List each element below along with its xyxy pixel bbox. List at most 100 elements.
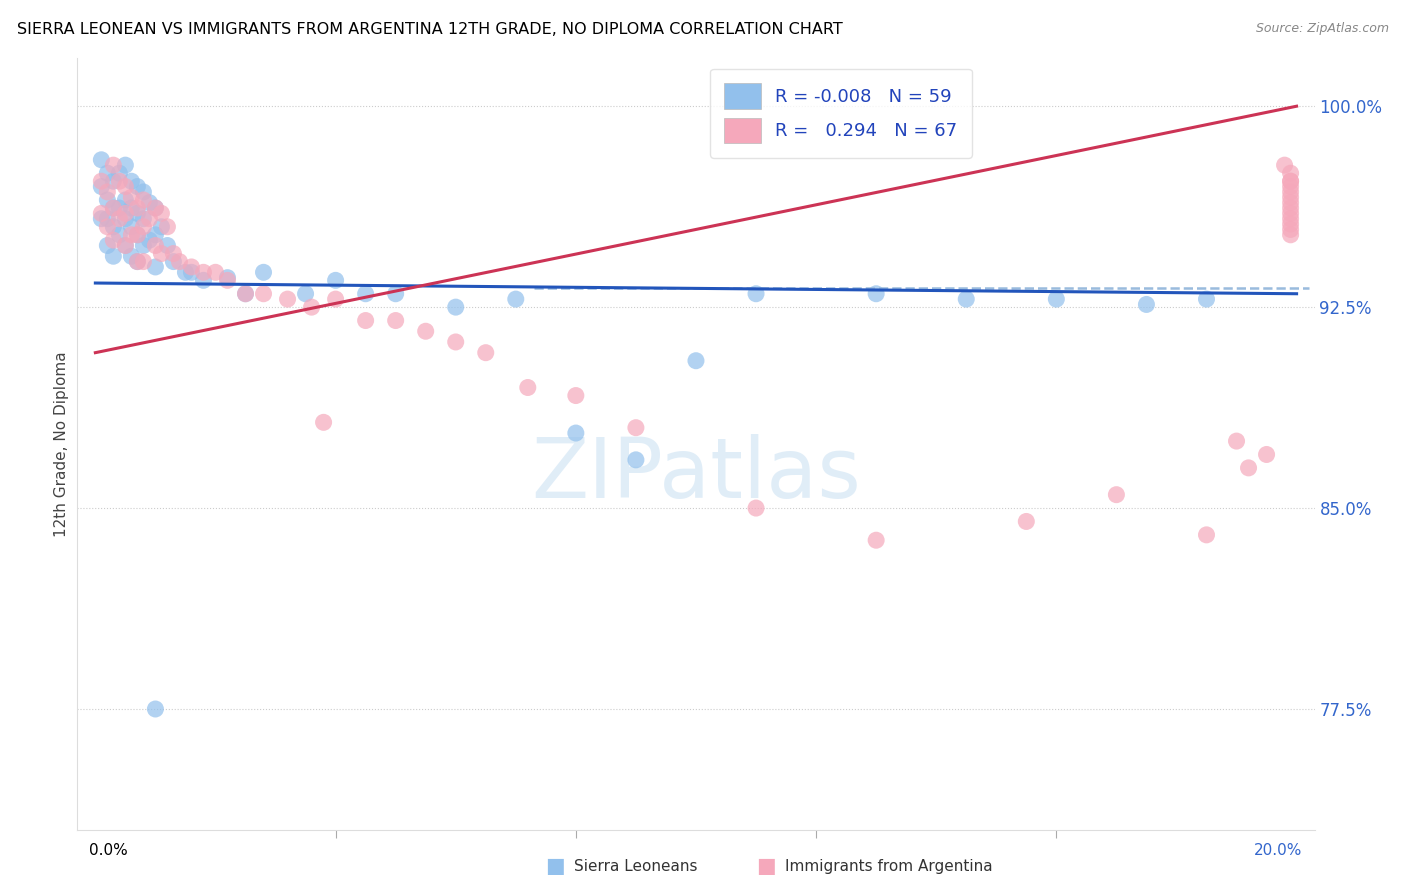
Point: [90, 211, 112, 226]
Point: [150, 219, 173, 234]
Point: [505, 292, 527, 306]
Point: [156, 238, 179, 252]
Point: [127, 206, 149, 220]
Point: [132, 219, 155, 234]
Point: [252, 286, 274, 301]
Point: [145, 227, 167, 242]
Point: [1279, 222, 1302, 236]
Point: [103, 174, 125, 188]
Text: 20.0%: 20.0%: [1254, 843, 1302, 858]
Point: [474, 345, 496, 359]
Point: [1237, 461, 1260, 475]
Point: [132, 238, 155, 252]
Point: [1256, 448, 1278, 462]
Point: [96, 166, 118, 180]
Point: [138, 211, 160, 226]
Point: [1279, 179, 1302, 194]
Point: [132, 211, 155, 226]
Point: [1225, 434, 1247, 448]
Point: [1279, 190, 1302, 204]
Point: [1279, 185, 1302, 199]
Point: [120, 190, 142, 204]
Point: [217, 270, 239, 285]
Point: [1135, 297, 1157, 311]
Point: [565, 425, 588, 440]
Point: [1279, 174, 1302, 188]
Point: [103, 201, 125, 215]
Point: [138, 195, 160, 210]
Point: [120, 201, 142, 215]
Point: [108, 174, 131, 188]
Point: [103, 219, 125, 234]
Point: [114, 238, 136, 252]
Point: [235, 286, 257, 301]
Point: [312, 415, 335, 429]
Point: [354, 286, 377, 301]
Point: [301, 300, 323, 314]
Point: [96, 238, 118, 252]
Point: [114, 206, 136, 220]
Point: [1274, 158, 1296, 172]
Point: [90, 206, 112, 220]
Point: [145, 201, 167, 215]
Point: [96, 193, 118, 207]
Point: [217, 273, 239, 287]
Point: [114, 211, 136, 226]
Point: [150, 246, 173, 260]
Point: [1279, 195, 1302, 210]
Point: [127, 201, 149, 215]
Point: [145, 702, 167, 716]
Point: [132, 185, 155, 199]
Point: [204, 265, 226, 279]
Point: [145, 238, 167, 252]
Point: [150, 206, 173, 220]
Point: [384, 313, 406, 327]
Text: ■: ■: [756, 856, 776, 876]
Point: [865, 533, 887, 548]
Text: Immigrants from Argentina: Immigrants from Argentina: [785, 859, 993, 874]
Point: [235, 286, 257, 301]
Point: [1279, 201, 1302, 215]
Point: [354, 313, 377, 327]
Text: SIERRA LEONEAN VS IMMIGRANTS FROM ARGENTINA 12TH GRADE, NO DIPLOMA CORRELATION C: SIERRA LEONEAN VS IMMIGRANTS FROM ARGENT…: [17, 22, 842, 37]
Point: [180, 260, 202, 274]
Point: [156, 219, 179, 234]
Point: [90, 179, 112, 194]
Point: [745, 286, 768, 301]
Point: [96, 185, 118, 199]
Point: [132, 254, 155, 268]
Point: [132, 193, 155, 207]
Point: [127, 254, 149, 268]
Point: [138, 233, 160, 247]
Point: [127, 254, 149, 268]
Text: Source: ZipAtlas.com: Source: ZipAtlas.com: [1256, 22, 1389, 36]
Point: [516, 380, 538, 394]
Point: [120, 174, 142, 188]
Point: [415, 324, 437, 338]
Point: [174, 265, 197, 279]
Point: [325, 292, 347, 306]
Point: [120, 227, 142, 242]
Point: [745, 501, 768, 516]
Point: [1279, 217, 1302, 231]
Point: [1279, 166, 1302, 180]
Point: [444, 300, 467, 314]
Text: ZIPatlas: ZIPatlas: [531, 434, 860, 516]
Point: [252, 265, 274, 279]
Point: [114, 179, 136, 194]
Point: [103, 233, 125, 247]
Point: [624, 420, 647, 434]
Point: [103, 158, 125, 172]
Point: [145, 260, 167, 274]
Point: [103, 249, 125, 263]
Point: [145, 201, 167, 215]
Point: [120, 249, 142, 263]
Point: [1105, 488, 1128, 502]
Point: [1195, 292, 1218, 306]
Point: [169, 254, 191, 268]
Point: [277, 292, 299, 306]
Point: [96, 211, 118, 226]
Point: [1195, 528, 1218, 542]
Point: [114, 158, 136, 172]
Point: [955, 292, 977, 306]
